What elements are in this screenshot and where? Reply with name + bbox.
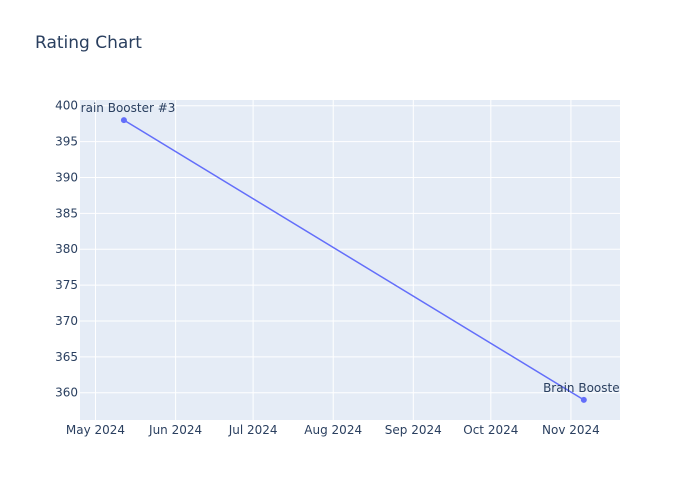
data-label: Brain Booster xyxy=(543,381,625,395)
y-tick-label: 395 xyxy=(55,135,78,149)
data-point xyxy=(120,117,127,124)
y-tick-label: 360 xyxy=(55,386,78,400)
x-tick-label: May 2024 xyxy=(66,423,125,437)
y-tick-label: 390 xyxy=(55,170,78,184)
y-tick-label: 365 xyxy=(55,350,78,364)
chart-title: Rating Chart xyxy=(35,33,142,53)
x-tick-label: Nov 2024 xyxy=(542,423,600,437)
x-tick-label: Jul 2024 xyxy=(228,423,278,437)
y-tick-label: 375 xyxy=(55,278,78,292)
x-tick-label: Oct 2024 xyxy=(463,423,518,437)
data-label: Brain Booster #3 xyxy=(72,101,175,115)
x-tick-label: Sep 2024 xyxy=(385,423,442,437)
x-tick-label: Aug 2024 xyxy=(304,423,362,437)
series-line xyxy=(123,119,585,401)
x-tick-label: Jun 2024 xyxy=(148,423,202,437)
y-tick-label: 380 xyxy=(55,242,78,256)
y-tick-label: 385 xyxy=(55,206,78,220)
y-tick-label: 400 xyxy=(55,99,78,113)
y-tick-label: 370 xyxy=(55,314,78,328)
data-point xyxy=(580,396,587,403)
